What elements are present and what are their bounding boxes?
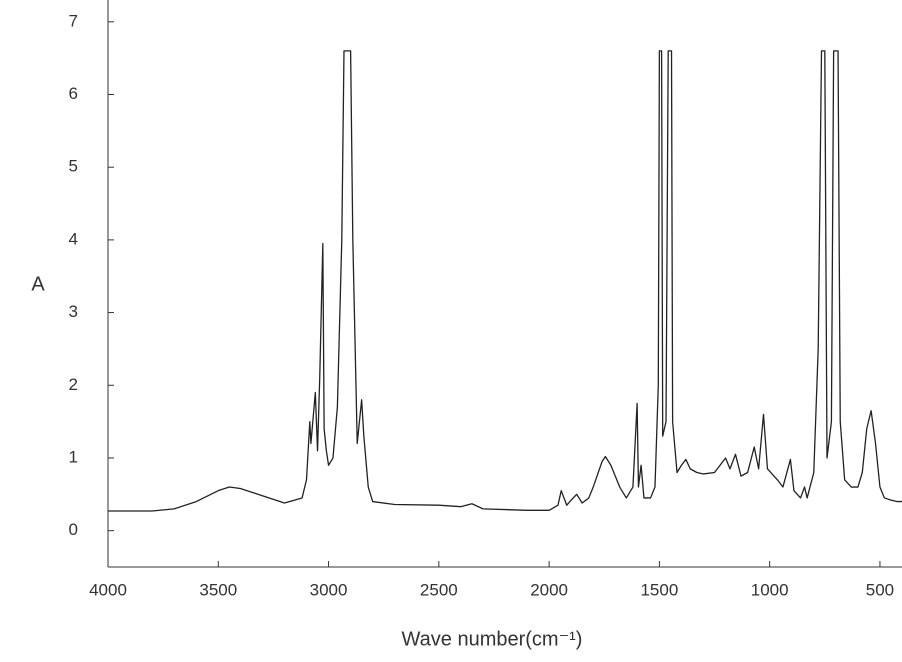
x-tick-label: 2000: [530, 580, 568, 599]
spectrum-line: [108, 50, 902, 512]
x-tick-label: 2500: [420, 580, 458, 599]
x-tick-label: 4000: [89, 580, 127, 599]
x-axis-label: Wave number(cm⁻¹): [402, 628, 583, 650]
y-axis-label: A: [31, 273, 45, 295]
x-tick-label: 1500: [640, 580, 678, 599]
y-tick-label: 2: [69, 375, 78, 394]
y-tick-label: 5: [69, 157, 78, 176]
x-tick-label: 1000: [751, 580, 789, 599]
y-tick-label: 1: [69, 447, 78, 466]
y-tick-label: 4: [69, 229, 78, 248]
y-tick-label: 3: [69, 302, 78, 321]
x-tick-label: 3500: [199, 580, 237, 599]
y-tick-label: 0: [69, 520, 78, 539]
y-tick-label: 6: [69, 84, 78, 103]
x-tick-label: 3000: [310, 580, 348, 599]
y-tick-label: 7: [69, 11, 78, 30]
x-tick-label: 500: [866, 580, 894, 599]
